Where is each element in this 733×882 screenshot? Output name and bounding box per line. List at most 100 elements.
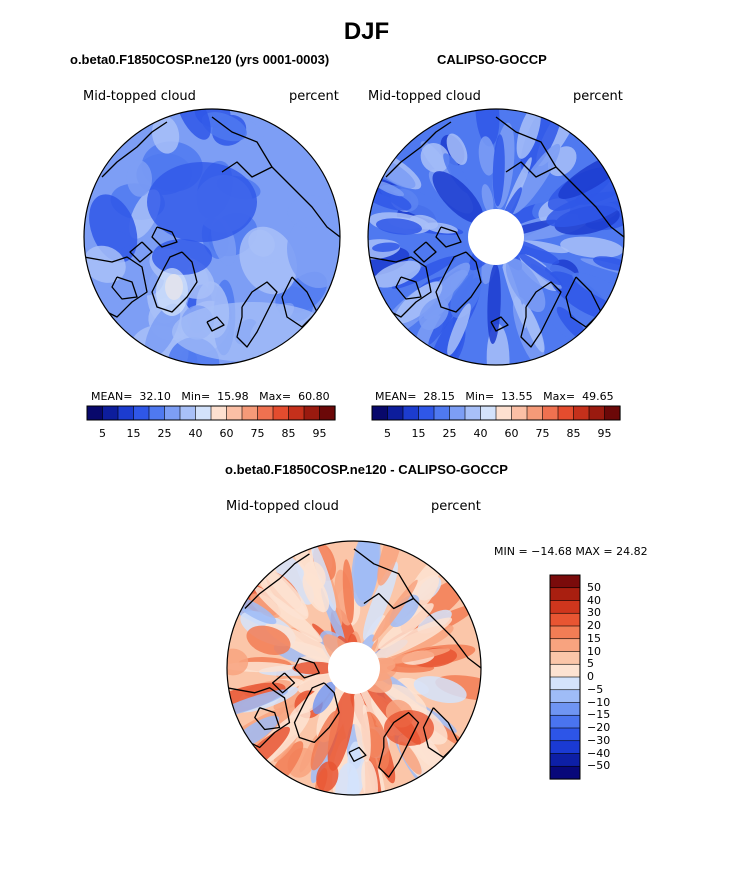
contour-patch bbox=[558, 152, 624, 199]
contour-patch bbox=[496, 219, 557, 238]
coastline-segment bbox=[293, 682, 340, 744]
contour-patch bbox=[361, 711, 390, 771]
contour-patch bbox=[362, 561, 399, 641]
contour-patch bbox=[384, 710, 434, 746]
coastline-segment bbox=[505, 161, 557, 178]
coastlines bbox=[84, 116, 340, 348]
contour-patch bbox=[492, 122, 515, 209]
colorbar-swatch bbox=[148, 405, 166, 421]
colorbar-swatch bbox=[526, 405, 544, 421]
contour-patch bbox=[353, 665, 417, 709]
colorbar-swatch bbox=[179, 405, 197, 421]
contour-patch bbox=[440, 134, 465, 166]
contour-patch bbox=[347, 633, 359, 667]
contour-patch bbox=[408, 604, 477, 642]
contour-patch bbox=[238, 686, 299, 713]
colorbar-tick-label: 95 bbox=[312, 427, 327, 440]
colorbar-tick-label: −10 bbox=[587, 695, 611, 709]
contour-patch bbox=[373, 180, 405, 197]
colorbar-swatch bbox=[433, 405, 451, 421]
contour-patch bbox=[424, 222, 459, 234]
colorbar-swatch bbox=[288, 405, 305, 421]
colorbar-swatch bbox=[371, 405, 389, 421]
colorbar-swatch bbox=[549, 600, 581, 614]
contour-patch bbox=[316, 761, 339, 792]
contour-patch bbox=[163, 255, 215, 300]
contour-patch bbox=[502, 157, 532, 222]
colorbar-swatch bbox=[117, 405, 135, 421]
colorbar-tick-label: 50 bbox=[587, 580, 601, 594]
colorbar-swatch bbox=[549, 612, 581, 627]
colorbar-swatch bbox=[272, 405, 290, 421]
contour-patch bbox=[428, 169, 474, 214]
contour-patch bbox=[547, 146, 577, 177]
map-field bbox=[368, 109, 624, 365]
mean-label: MEAN= bbox=[375, 390, 417, 403]
contour-patch bbox=[288, 641, 350, 668]
contour-patch bbox=[261, 566, 293, 599]
contour-patch bbox=[371, 157, 416, 189]
contour-patch bbox=[310, 710, 341, 784]
mean-value: 28.15 bbox=[423, 390, 455, 403]
colorbar-tick-label: 20 bbox=[587, 619, 601, 632]
contour-patch bbox=[493, 187, 522, 241]
min-label: Min= bbox=[181, 390, 211, 403]
contour-patch bbox=[370, 723, 396, 784]
contour-patch bbox=[312, 623, 357, 672]
contour-patch bbox=[294, 690, 323, 719]
contour-patch bbox=[500, 236, 560, 265]
contour-patch bbox=[481, 236, 500, 285]
contour-patch bbox=[446, 327, 466, 365]
contour-patch bbox=[148, 297, 193, 341]
contour-patch bbox=[520, 109, 563, 174]
colorbar-swatch bbox=[549, 676, 581, 691]
contour-patch bbox=[208, 213, 258, 257]
colorbar-tick-label: 60 bbox=[219, 427, 234, 440]
contour-patch bbox=[353, 634, 375, 669]
colorbar-tick-label: −50 bbox=[587, 759, 611, 773]
contour-patch bbox=[379, 648, 451, 665]
colorbar-swatch bbox=[319, 405, 336, 421]
colorbar-swatch bbox=[133, 405, 150, 421]
coastlines bbox=[368, 116, 624, 348]
contour-patch bbox=[201, 112, 247, 142]
contour-patch bbox=[538, 198, 571, 224]
map-border bbox=[83, 108, 341, 366]
colorbar-tick-label: 10 bbox=[587, 644, 601, 658]
contour-patch bbox=[259, 563, 308, 617]
contour-patch bbox=[227, 648, 249, 676]
contour-patch bbox=[390, 188, 419, 212]
max-value: 60.80 bbox=[298, 390, 330, 403]
colorbar-tick-label: 0 bbox=[587, 670, 594, 683]
contour-patch bbox=[478, 136, 496, 176]
contour-patch bbox=[295, 655, 330, 675]
colorbar-swatch bbox=[226, 405, 243, 421]
contour-patch bbox=[392, 644, 476, 668]
contour-patch bbox=[227, 682, 286, 716]
contour-patch bbox=[337, 635, 356, 669]
contour-patch bbox=[512, 296, 545, 365]
contour-patch bbox=[373, 260, 421, 288]
contour-patch bbox=[425, 312, 467, 365]
contour-patch bbox=[417, 609, 452, 634]
colorbar-tick-label: −20 bbox=[587, 721, 611, 734]
contour-patch bbox=[522, 303, 545, 353]
contour-patch bbox=[351, 731, 370, 766]
map-field bbox=[84, 109, 340, 365]
contour-patch bbox=[348, 748, 376, 795]
colorbar-swatch bbox=[241, 405, 259, 421]
contour-patch bbox=[363, 673, 425, 712]
colorbar-tick-label: 40 bbox=[473, 427, 488, 440]
contour-patch bbox=[362, 704, 377, 742]
coastline-segment bbox=[151, 226, 178, 248]
contour-patch bbox=[89, 194, 138, 263]
coastline-segment bbox=[206, 316, 225, 332]
contour-patch bbox=[368, 187, 412, 211]
contour-patch bbox=[273, 642, 332, 667]
contour-patch bbox=[428, 273, 474, 345]
contour-patch bbox=[394, 735, 433, 795]
panel-model-units-label: percent bbox=[289, 89, 339, 104]
contour-patch bbox=[486, 323, 510, 365]
colorbar-swatch bbox=[511, 405, 528, 421]
